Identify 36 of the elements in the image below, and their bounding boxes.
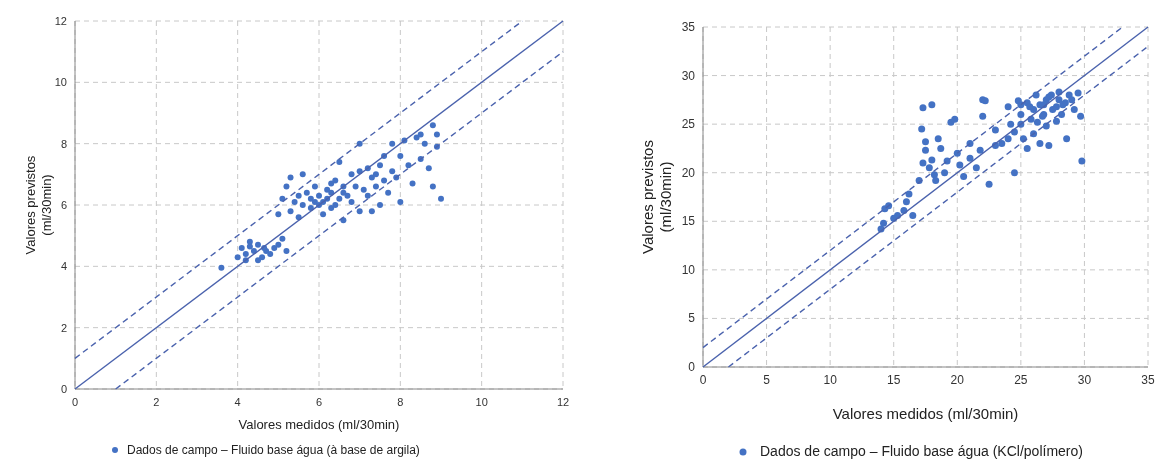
x-tick-label: 35 bbox=[1141, 373, 1155, 387]
x-tick-label: 5 bbox=[763, 373, 771, 387]
y-tick-label: 0 bbox=[688, 360, 696, 374]
y-tick-label: 25 bbox=[681, 117, 696, 132]
x-tick-label: 12 bbox=[556, 396, 570, 408]
x-tick-label: 10 bbox=[823, 373, 838, 387]
y-tick-label: 2 bbox=[60, 321, 67, 334]
y-tick-label: 0 bbox=[60, 383, 67, 395]
x-tick-label: 8 bbox=[397, 396, 404, 408]
y-tick-label: 5 bbox=[688, 311, 696, 326]
x-tick-label: 0 bbox=[71, 396, 79, 408]
x-tick-label: 0 bbox=[699, 373, 707, 387]
y-tick-label: 20 bbox=[681, 165, 696, 180]
x-tick-label: 30 bbox=[1077, 373, 1092, 387]
y-axis-title: Valores previstos (ml/30min) bbox=[23, 155, 54, 255]
y-tick-label: 4 bbox=[60, 260, 67, 273]
y-tick-label: 35 bbox=[681, 20, 696, 34]
x-tick-label: 15 bbox=[887, 373, 901, 387]
y-tick-label: 15 bbox=[681, 214, 696, 229]
y-tick-label: 10 bbox=[54, 76, 67, 89]
x-tick-label: 6 bbox=[315, 396, 323, 408]
x-tick-label: 25 bbox=[1014, 373, 1028, 387]
x-axis-title: Valores medidos (ml/30min) bbox=[238, 417, 400, 432]
x-tick-label: 2 bbox=[153, 396, 160, 408]
x-tick-label: 10 bbox=[475, 396, 488, 408]
x-tick-label: 4 bbox=[234, 396, 241, 408]
y-tick-label: 8 bbox=[60, 137, 67, 150]
x-tick-label: 20 bbox=[950, 373, 965, 387]
y-tick-label: 10 bbox=[681, 262, 696, 277]
y-axis-title: Valores previstos (ml/30min) bbox=[639, 140, 674, 254]
y-tick-label: 12 bbox=[54, 15, 67, 27]
y-tick-label: 6 bbox=[60, 199, 67, 211]
x-axis-title: Valores medidos (ml/30min) bbox=[832, 405, 1019, 422]
legend-label: Dados de campo – Fluido base água (à base de argila) bbox=[127, 443, 420, 457]
legend-label: Dados de campo – Fluido base água (KCl/polímero) bbox=[760, 443, 1083, 459]
y-tick-label: 30 bbox=[681, 68, 696, 83]
